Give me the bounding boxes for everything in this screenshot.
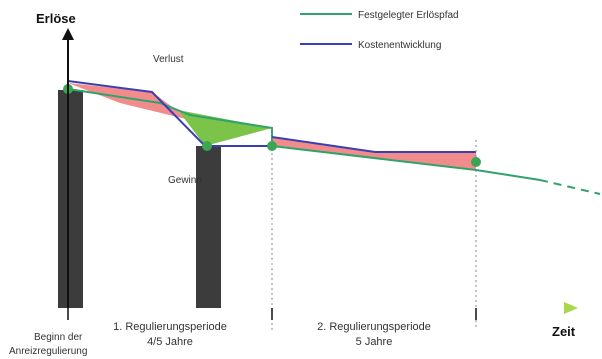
gain-area-period1 xyxy=(178,110,272,146)
marker-period2-end xyxy=(471,157,481,167)
legend-label-revenue: Festgelegter Erlöspfad xyxy=(358,10,459,21)
label-period1-line2: 4/5 Jahre xyxy=(147,336,193,348)
annotation-gewinn: Gewinn xyxy=(168,175,202,186)
cost-development-line-period2 xyxy=(271,136,476,153)
bar-period1-end xyxy=(196,146,221,308)
loss-area-period1 xyxy=(68,83,190,120)
label-period1-line1: 1. Regulierungsperiode xyxy=(113,321,227,333)
revenue-path-dashed xyxy=(539,179,601,195)
label-start-line1: Beginn der xyxy=(34,332,83,343)
bar-start xyxy=(58,90,83,308)
y-axis-arrow-icon xyxy=(62,28,74,40)
label-start-line2: Anreizregulierung xyxy=(9,346,87,357)
cost-development-line xyxy=(67,80,272,147)
x-axis-arrow-icon xyxy=(564,302,578,314)
legend-label-cost: Kostenentwicklung xyxy=(358,40,441,51)
marker-period1-end xyxy=(202,141,212,151)
y-axis-label: Erlöse xyxy=(36,11,76,26)
legend: Festgelegter Erlöspfad Kostenentwicklung xyxy=(300,10,459,51)
marker-period2-start xyxy=(267,141,277,151)
label-period2-line1: 2. Regulierungsperiode xyxy=(317,321,431,333)
x-axis-label: Zeit xyxy=(552,324,576,339)
label-period2-line2: 5 Jahre xyxy=(356,336,393,348)
annotation-verlust: Verlust xyxy=(153,54,184,65)
